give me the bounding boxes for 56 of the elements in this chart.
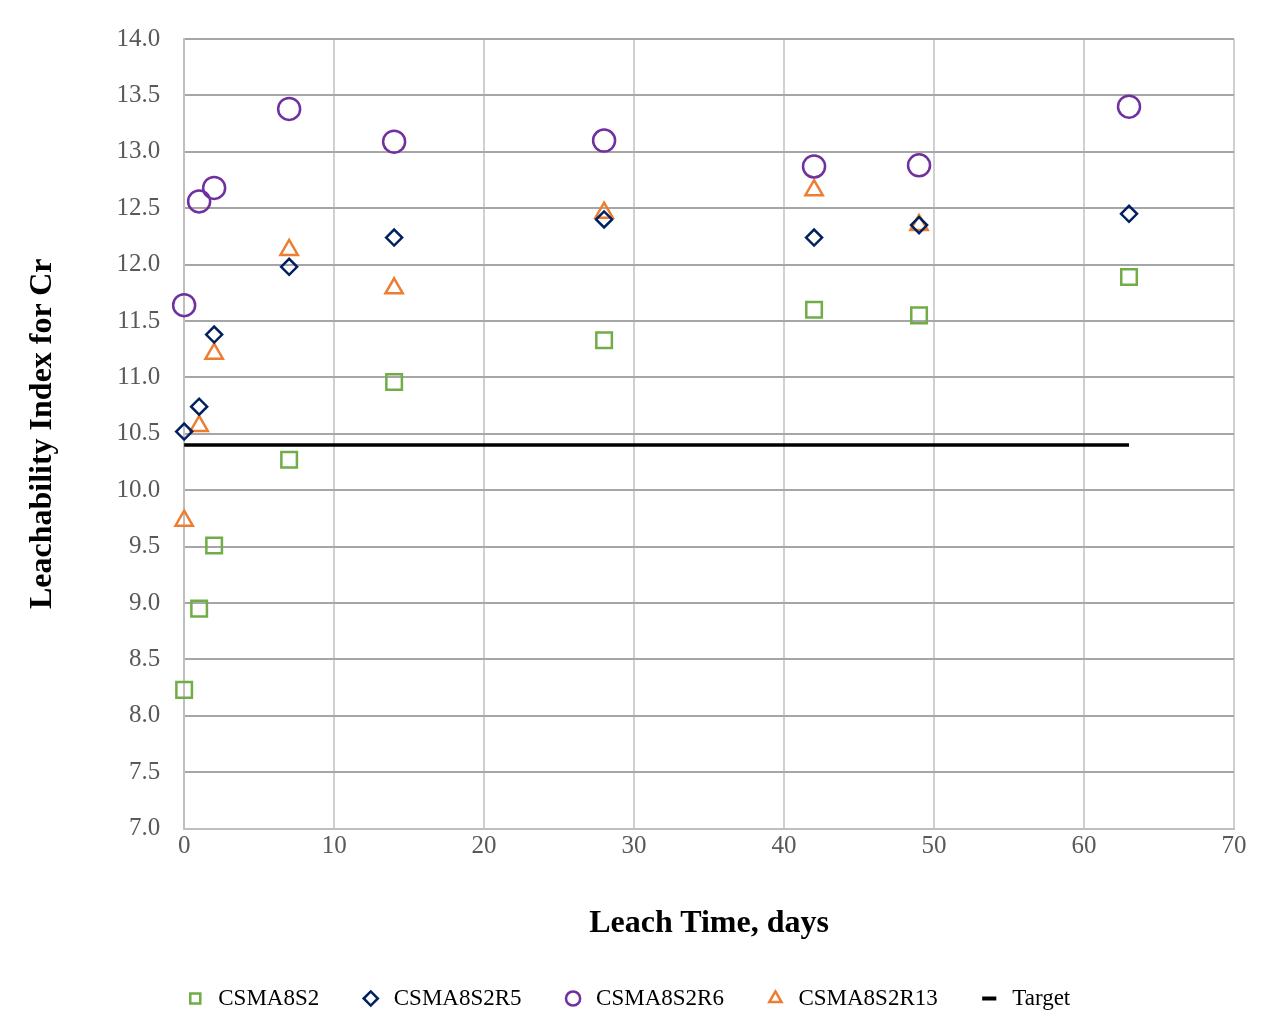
y-tick-label: 7.5 (128, 756, 161, 784)
y-tick-label: 10.0 (116, 474, 161, 502)
x-axis-title: Leach Time, days (589, 903, 829, 940)
x-tick-label: 0 (177, 831, 191, 859)
point (186, 189, 212, 214)
y-tick-label: 7.0 (128, 813, 161, 841)
point (204, 325, 224, 344)
x-tick-label: 70 (1221, 831, 1247, 859)
point (385, 372, 404, 391)
point (906, 153, 932, 178)
y-tick-label: 9.0 (128, 587, 161, 615)
y-tick-label: 14.0 (116, 23, 161, 51)
point (1116, 94, 1142, 119)
x-tick-label: 50 (921, 831, 947, 859)
y-tick-label: 11.0 (117, 361, 161, 389)
y-tick-label: 8.5 (128, 643, 161, 671)
point (276, 96, 302, 122)
legend-label: CSMA8S2R6 (596, 984, 724, 1010)
y-tick-label: 9.5 (128, 531, 161, 559)
point (591, 128, 617, 153)
point (381, 129, 407, 154)
point (805, 300, 824, 319)
y-axis-title: Leachability Index for Cr (22, 258, 59, 610)
legend-label: Target (1012, 984, 1071, 1010)
point (189, 397, 209, 416)
point (1119, 204, 1139, 224)
y-tick-label: 10.5 (116, 418, 161, 446)
point (174, 422, 194, 441)
point (175, 680, 194, 699)
point (1119, 267, 1139, 287)
legend-label: CSMA8S2 (218, 984, 320, 1010)
y-tick-label: 11.5 (117, 305, 161, 333)
y-tick-label: 12.0 (116, 249, 161, 277)
legend-label: CSMA8S2R5 (393, 984, 522, 1010)
x-tick-label: 10 (321, 831, 347, 859)
point (280, 450, 299, 469)
point (801, 154, 827, 179)
x-tick-label: 40 (771, 831, 797, 859)
y-tick-label: 13.5 (116, 79, 161, 107)
legend-label: CSMA8S2R13 (798, 984, 938, 1010)
x-tick-label: 60 (1071, 831, 1097, 859)
point (190, 599, 209, 618)
point (205, 536, 224, 555)
point (171, 292, 197, 318)
point (594, 210, 614, 229)
y-tick-label: 8.0 (128, 700, 161, 728)
y-tick-label: 13.0 (116, 136, 161, 164)
point (384, 228, 404, 247)
x-tick-label: 20 (471, 831, 497, 859)
point (595, 331, 614, 350)
point (804, 228, 824, 247)
x-tick-label: 30 (621, 831, 647, 859)
point (201, 175, 227, 201)
point (279, 257, 299, 277)
point (910, 306, 929, 325)
y-tick-label: 12.5 (116, 192, 161, 220)
